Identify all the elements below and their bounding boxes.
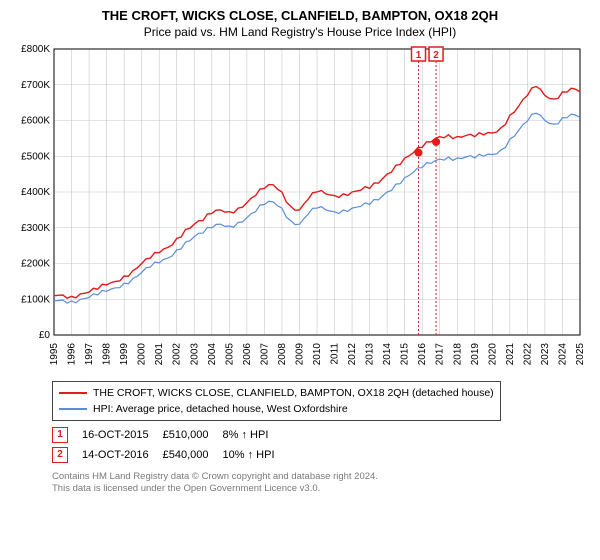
svg-text:1995: 1995 <box>49 343 60 366</box>
svg-text:£400K: £400K <box>21 187 50 198</box>
svg-text:2021: 2021 <box>505 343 516 366</box>
svg-text:2: 2 <box>433 50 439 61</box>
transaction-delta: 8% ↑ HPI <box>223 425 289 445</box>
svg-text:£100K: £100K <box>21 294 50 305</box>
svg-text:2009: 2009 <box>294 343 305 366</box>
legend-swatch <box>59 392 87 394</box>
transaction-price: £540,000 <box>163 445 223 465</box>
chart-subtitle: Price paid vs. HM Land Registry's House … <box>12 25 588 39</box>
svg-text:2017: 2017 <box>435 343 446 366</box>
license-line-1: Contains HM Land Registry data © Crown c… <box>52 471 588 483</box>
svg-text:2007: 2007 <box>259 343 270 366</box>
table-row: 2 14-OCT-2016£540,00010% ↑ HPI <box>52 445 289 465</box>
transaction-date: 16-OCT-2015 <box>82 425 163 445</box>
svg-text:2020: 2020 <box>487 343 498 366</box>
legend-swatch <box>59 408 87 410</box>
transaction-date: 14-OCT-2016 <box>82 445 163 465</box>
svg-text:1996: 1996 <box>67 343 78 366</box>
svg-text:2019: 2019 <box>470 343 481 366</box>
svg-text:2000: 2000 <box>137 343 148 366</box>
svg-text:1: 1 <box>416 50 422 61</box>
chart-container: THE CROFT, WICKS CLOSE, CLANFIELD, BAMPT… <box>0 0 600 560</box>
svg-text:£500K: £500K <box>21 151 50 162</box>
svg-text:2024: 2024 <box>557 343 568 366</box>
svg-text:1999: 1999 <box>119 343 130 366</box>
svg-text:2001: 2001 <box>154 343 165 366</box>
svg-text:2005: 2005 <box>224 343 235 366</box>
legend: THE CROFT, WICKS CLOSE, CLANFIELD, BAMPT… <box>52 381 501 421</box>
license-line-2: This data is licensed under the Open Gov… <box>52 483 588 495</box>
svg-text:2008: 2008 <box>277 343 288 366</box>
chart-area: £0 £100K £200K £300K £400K £500K £600K £700K £80… <box>12 45 588 375</box>
svg-text:2002: 2002 <box>172 343 183 366</box>
svg-text:2004: 2004 <box>207 343 218 366</box>
license-text: Contains HM Land Registry data © Crown c… <box>52 471 588 495</box>
svg-text:£300K: £300K <box>21 223 50 234</box>
svg-text:1997: 1997 <box>84 343 95 366</box>
svg-text:£200K: £200K <box>21 259 50 270</box>
legend-label: HPI: Average price, detached house, West… <box>93 401 348 417</box>
transaction-price: £510,000 <box>163 425 223 445</box>
svg-text:2012: 2012 <box>347 343 358 366</box>
legend-item: HPI: Average price, detached house, West… <box>59 401 494 417</box>
svg-text:2003: 2003 <box>189 343 200 366</box>
svg-text:1998: 1998 <box>102 343 113 366</box>
svg-text:2011: 2011 <box>330 343 341 365</box>
svg-text:2015: 2015 <box>400 343 411 366</box>
legend-item: THE CROFT, WICKS CLOSE, CLANFIELD, BAMPT… <box>59 385 494 401</box>
line-chart: £0 £100K £200K £300K £400K £500K £600K £700K £80… <box>12 45 588 375</box>
svg-text:£700K: £700K <box>21 80 50 91</box>
svg-text:£600K: £600K <box>21 116 50 127</box>
chart-title: THE CROFT, WICKS CLOSE, CLANFIELD, BAMPT… <box>12 8 588 23</box>
legend-label: THE CROFT, WICKS CLOSE, CLANFIELD, BAMPT… <box>93 385 494 401</box>
svg-text:2013: 2013 <box>365 343 376 366</box>
transaction-table: 1 16-OCT-2015£510,0008% ↑ HPI 2 14-OCT-2016… <box>52 425 289 465</box>
marker-badge: 2 <box>52 447 68 463</box>
table-row: 1 16-OCT-2015£510,0008% ↑ HPI <box>52 425 289 445</box>
svg-text:2023: 2023 <box>540 343 551 366</box>
svg-text:£0: £0 <box>39 330 51 341</box>
svg-text:2025: 2025 <box>575 343 586 366</box>
transaction-delta: 10% ↑ HPI <box>223 445 289 465</box>
svg-text:2006: 2006 <box>242 343 253 366</box>
svg-text:2010: 2010 <box>312 343 323 366</box>
svg-text:2022: 2022 <box>522 343 533 366</box>
svg-text:2016: 2016 <box>417 343 428 366</box>
svg-text:2014: 2014 <box>382 343 393 366</box>
marker-badge: 1 <box>52 427 68 443</box>
svg-text:2018: 2018 <box>452 343 463 366</box>
svg-text:£800K: £800K <box>21 45 50 55</box>
